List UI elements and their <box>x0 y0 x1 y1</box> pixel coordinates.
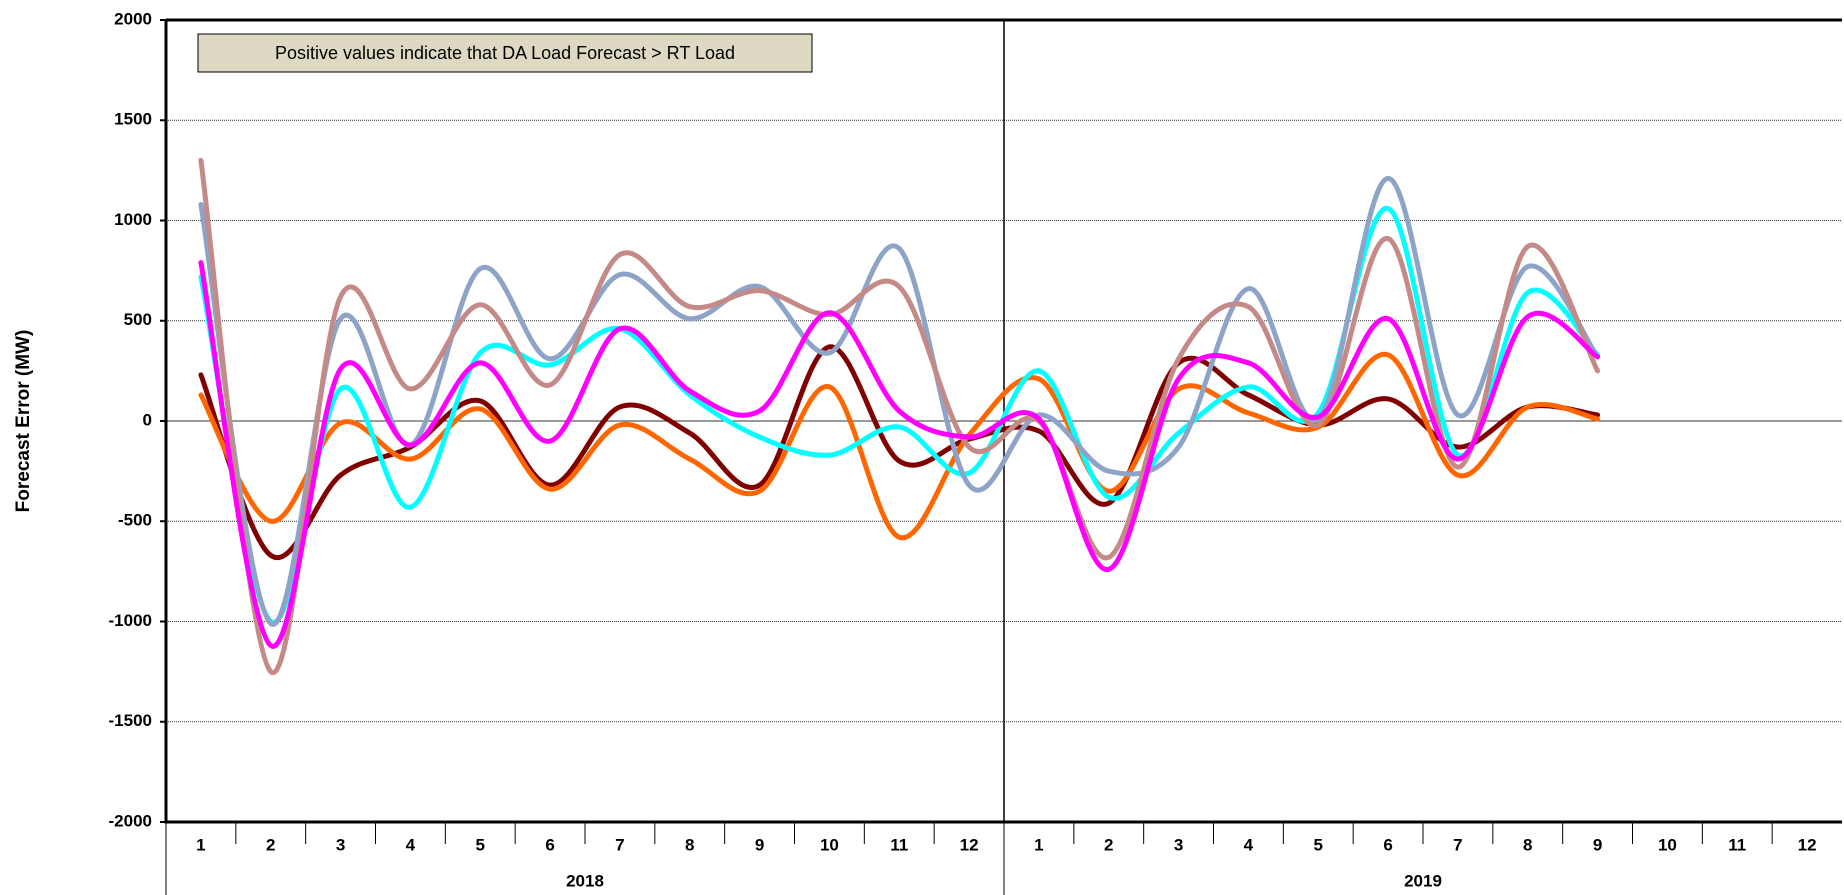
y-tick-label: -1000 <box>109 611 152 630</box>
x-tick-label: 4 <box>1244 835 1254 854</box>
x-tick-label: 9 <box>755 835 764 854</box>
annotation-text: Positive values indicate that DA Load Fo… <box>275 43 735 63</box>
x-tick-label: 4 <box>406 835 416 854</box>
x-tick-label: 11 <box>1728 835 1746 854</box>
x-tick-label: 9 <box>1593 835 1602 854</box>
x-tick-label: 1 <box>196 835 205 854</box>
x-group-label: 2019 <box>1404 871 1442 890</box>
x-tick-label: 2 <box>266 835 275 854</box>
x-tick-label: 8 <box>685 835 694 854</box>
x-tick-label: 8 <box>1523 835 1532 854</box>
y-tick-label: -1500 <box>109 711 152 730</box>
x-tick-label: 3 <box>336 835 345 854</box>
x-group-label: 2018 <box>566 871 604 890</box>
x-tick-label: 12 <box>1798 835 1817 854</box>
series-line <box>198 351 1601 541</box>
series-line <box>198 344 1601 561</box>
x-tick-label: 10 <box>1658 835 1677 854</box>
y-tick-label: -500 <box>118 511 152 530</box>
series-line <box>198 205 1601 625</box>
x-tick-label: 11 <box>890 835 908 854</box>
y-tick-label: -2000 <box>109 811 152 830</box>
y-tick-label: 500 <box>124 310 152 329</box>
y-tick-label: 0 <box>143 410 152 429</box>
x-tick-label: 3 <box>1174 835 1183 854</box>
x-tick-label: 7 <box>1453 835 1462 854</box>
y-tick-label: 1500 <box>114 110 152 129</box>
x-tick-label: 5 <box>476 835 485 854</box>
x-tick-label: 12 <box>960 835 979 854</box>
x-tick-label: 5 <box>1314 835 1323 854</box>
x-tick-label: 1 <box>1034 835 1043 854</box>
x-tick-label: 2 <box>1104 835 1113 854</box>
annotation: Positive values indicate that DA Load Fo… <box>197 33 813 73</box>
series-line <box>198 260 1601 649</box>
x-tick-label: 6 <box>545 835 554 854</box>
plot-frame <box>164 18 1842 824</box>
series-line <box>198 175 1601 627</box>
annotation-box <box>197 33 813 73</box>
y-tick-label: 1000 <box>114 210 152 229</box>
x-tick-label: 10 <box>820 835 839 854</box>
y-axis-label: Forecast Error (MW) <box>13 330 34 513</box>
x-tick-label: 6 <box>1383 835 1392 854</box>
x-tick-label: 7 <box>615 835 624 854</box>
y-tick-label: 2000 <box>114 9 152 28</box>
series-line <box>198 157 1601 675</box>
